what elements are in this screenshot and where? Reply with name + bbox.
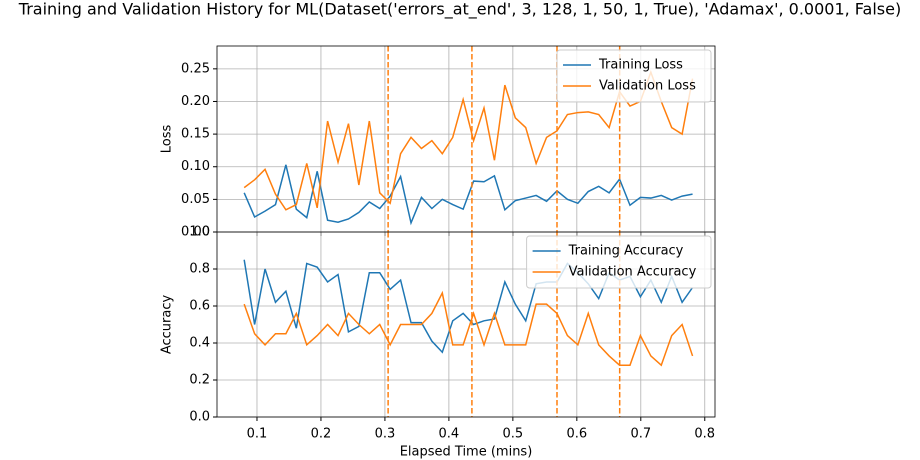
line-series [243,164,693,226]
line-series [243,290,694,367]
legend-label: Validation Loss [599,79,696,94]
x-tick-label: 0.8 [694,427,715,442]
x-tick-label: 0.4 [439,427,460,442]
y-tick-label: 0.20 [181,94,210,109]
x-tick-label: 0.6 [566,427,587,442]
legend-box [526,235,712,289]
y-tick-label: 1.0 [189,225,210,240]
y-tick-label: 0.6 [189,299,210,314]
legend-label: Validation Accuracy [569,265,697,280]
legend-box [556,49,712,103]
axes-frame [216,231,716,418]
legend-label: Training Loss [598,58,683,73]
x-axis-label: Elapsed Time (mins) [400,445,533,460]
y-axis-label: Loss [160,125,175,154]
chart-title: Training and Validation History for ML(D… [18,0,901,20]
y-tick-label: 0.05 [181,192,210,207]
x-tick-label: 0.1 [247,427,268,442]
y-tick-label: 0.25 [181,61,210,76]
x-tick-label: 0.5 [503,427,524,442]
y-tick-label: 0.15 [181,127,210,142]
x-tick-label: 0.2 [311,427,332,442]
legend-label: Training Accuracy [568,244,684,259]
y-axis-label: Accuracy [160,295,175,355]
y-tick-label: 0.10 [181,159,210,174]
y-tick-label: 0.2 [189,373,210,388]
y-tick-label: 0.4 [189,336,210,351]
y-tick-label: 0.0 [189,410,210,425]
x-tick-label: 0.7 [630,427,651,442]
y-tick-label: 0.00 [181,225,210,240]
x-tick-label: 0.3 [375,427,396,442]
y-tick-label: 0.8 [189,262,210,277]
